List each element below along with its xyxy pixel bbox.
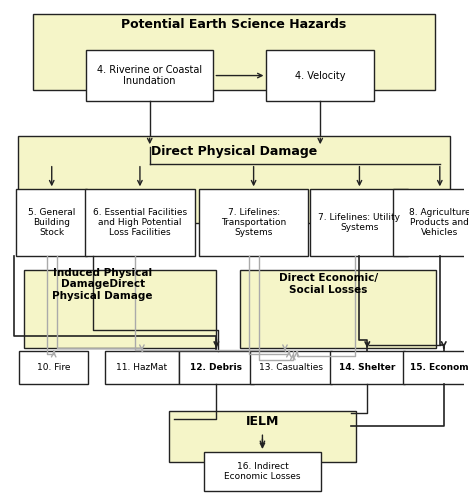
- Bar: [86, 50, 213, 101]
- Bar: [105, 351, 179, 384]
- Text: 5. General
Building
Stock: 5. General Building Stock: [28, 208, 76, 238]
- Bar: [266, 50, 374, 101]
- Bar: [33, 14, 435, 90]
- Text: 14. Shelter: 14. Shelter: [339, 363, 395, 372]
- Bar: [85, 189, 195, 256]
- Text: 6. Essential Facilities
and High Potential
Loss Facilities: 6. Essential Facilities and High Potenti…: [93, 208, 187, 238]
- Text: Direct Economic/
Social Losses: Direct Economic/ Social Losses: [279, 274, 378, 295]
- Text: IELM: IELM: [246, 415, 279, 428]
- Bar: [179, 351, 254, 384]
- Text: 7. Lifelines: Utility
Systems: 7. Lifelines: Utility Systems: [318, 213, 401, 233]
- Bar: [169, 410, 356, 462]
- Text: 8. Agriculture
Products and
Vehicles: 8. Agriculture Products and Vehicles: [409, 208, 469, 238]
- Bar: [240, 270, 436, 348]
- Text: 10. Fire: 10. Fire: [37, 363, 70, 372]
- Bar: [18, 136, 450, 222]
- Text: 16. Indirect
Economic Losses: 16. Indirect Economic Losses: [224, 462, 301, 481]
- Bar: [204, 452, 321, 491]
- Bar: [310, 189, 408, 256]
- Bar: [402, 351, 469, 384]
- Text: 13. Casualties: 13. Casualties: [259, 363, 323, 372]
- Bar: [250, 351, 332, 384]
- Bar: [24, 270, 216, 348]
- Text: 4. Velocity: 4. Velocity: [295, 70, 346, 81]
- Text: 15. Economic: 15. Economic: [410, 363, 469, 372]
- Text: 12. Debris: 12. Debris: [190, 363, 242, 372]
- Text: 4. Riverine or Coastal
Inundation: 4. Riverine or Coastal Inundation: [97, 65, 202, 86]
- Bar: [19, 351, 88, 384]
- Text: Direct Physical Damage: Direct Physical Damage: [151, 146, 317, 158]
- Text: Potential Earth Science Hazards: Potential Earth Science Hazards: [121, 18, 347, 31]
- Bar: [16, 189, 87, 256]
- Text: 11. HazMat: 11. HazMat: [116, 363, 167, 372]
- Text: 7. Lifelines:
Transportation
Systems: 7. Lifelines: Transportation Systems: [221, 208, 286, 238]
- Bar: [393, 189, 469, 256]
- Bar: [330, 351, 405, 384]
- Bar: [199, 189, 309, 256]
- Text: Induced Physical
DamageDirect
Physical Damage: Induced Physical DamageDirect Physical D…: [53, 268, 153, 301]
